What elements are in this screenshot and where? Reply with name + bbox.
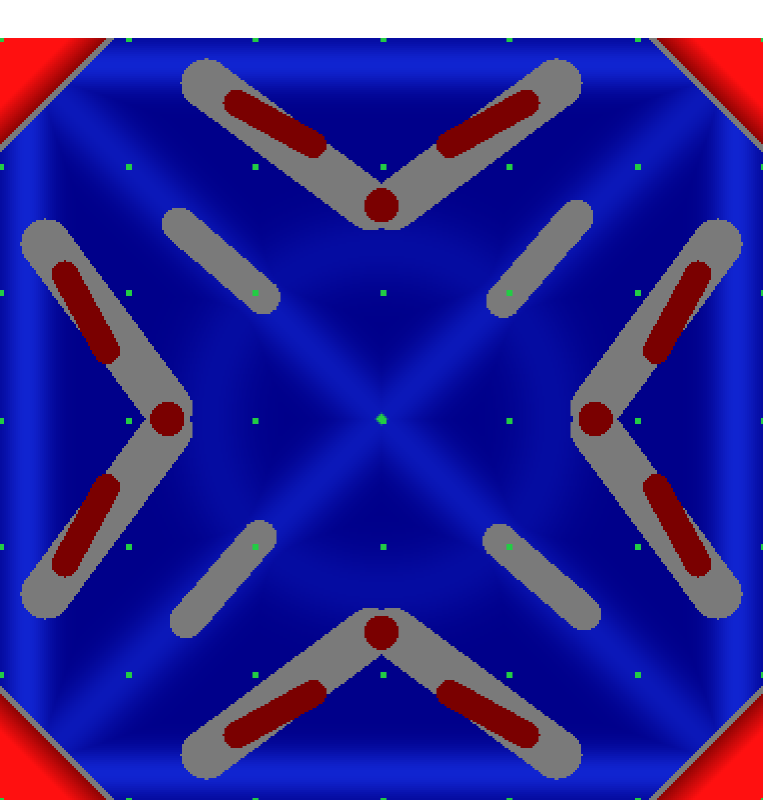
field-visualization-canvas — [0, 38, 763, 800]
top-white-band — [0, 0, 763, 38]
